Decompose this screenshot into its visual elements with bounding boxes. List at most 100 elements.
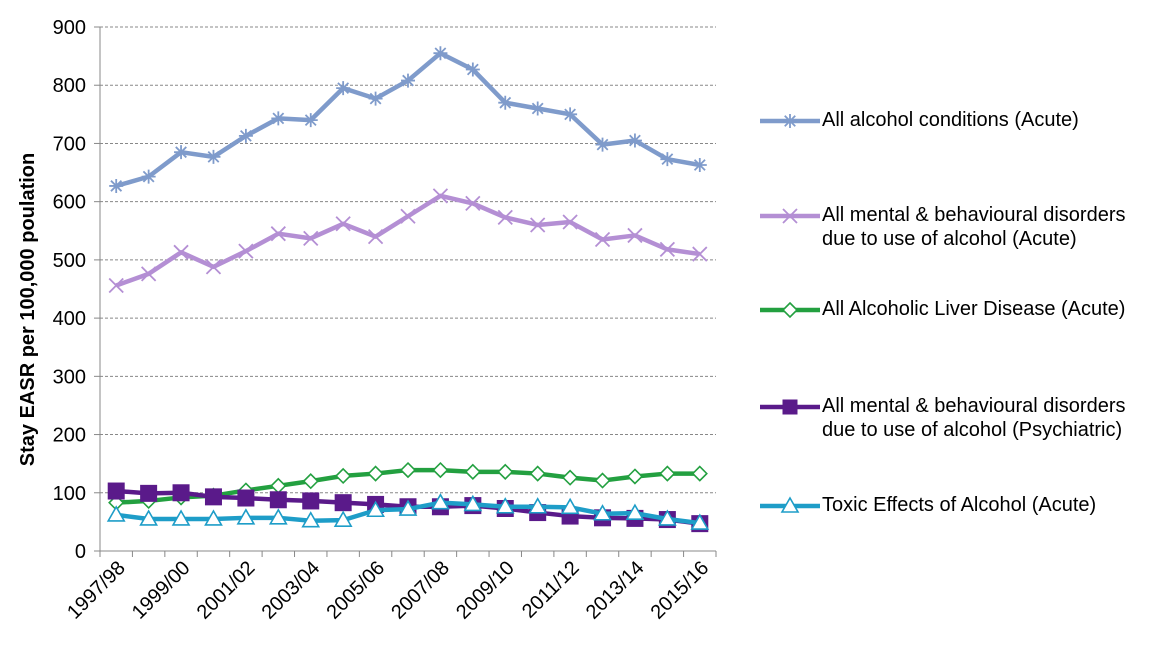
y-tick-label: 0 xyxy=(75,541,86,563)
data-point xyxy=(692,246,708,262)
data-point xyxy=(563,107,578,122)
data-point xyxy=(433,46,448,61)
legend-marker xyxy=(782,208,798,224)
data-point xyxy=(269,491,287,509)
series-line xyxy=(115,193,701,288)
data-point xyxy=(303,113,318,128)
data-point xyxy=(561,469,579,486)
data-point xyxy=(659,241,676,258)
legend-marker xyxy=(782,399,798,415)
y-tick-label: 700 xyxy=(53,133,86,155)
data-point xyxy=(205,259,222,275)
legend-swatch xyxy=(760,399,820,415)
x-tick-label: 2003/04 xyxy=(258,557,325,624)
x-tick-label: 2005/06 xyxy=(322,557,389,624)
data-point xyxy=(270,477,287,494)
y-axis-label: Stay EASR per 100,000 poulation xyxy=(16,152,39,466)
x-tick-label: 2009/10 xyxy=(452,557,519,624)
series-0 xyxy=(109,46,707,193)
data-point xyxy=(400,208,416,224)
x-tick-label: 1999/00 xyxy=(128,557,195,624)
data-point xyxy=(204,488,222,506)
x-tick-label: 2015/16 xyxy=(647,557,714,624)
data-point xyxy=(204,509,223,526)
data-point xyxy=(174,145,189,160)
data-point xyxy=(464,463,481,480)
series-4 xyxy=(106,493,710,530)
legend-item: All mental & behavioural disorders due t… xyxy=(758,203,1152,251)
legend-item: Toxic Effects of Alcohol (Acute) xyxy=(758,493,1152,519)
data-point xyxy=(495,497,515,514)
data-point xyxy=(560,497,580,515)
legend-marker xyxy=(783,114,797,128)
data-point xyxy=(172,484,190,502)
data-point xyxy=(594,472,611,489)
data-point xyxy=(660,152,675,167)
y-tick-label: 300 xyxy=(53,366,86,388)
data-point xyxy=(140,484,158,502)
data-point xyxy=(626,468,644,485)
data-point xyxy=(171,509,191,526)
legend-item: All Alcoholic Liver Disease (Acute) xyxy=(758,297,1152,323)
legend-item: All mental & behavioural disorders due t… xyxy=(758,394,1152,442)
data-point xyxy=(268,508,288,525)
data-point xyxy=(270,226,286,242)
series-1 xyxy=(108,188,708,294)
y-tick-labels: 0 100 200 300 400 500 600 700 800 900 xyxy=(53,17,86,563)
data-point xyxy=(529,465,546,482)
data-point xyxy=(398,499,418,516)
data-point xyxy=(333,510,353,527)
data-point xyxy=(271,111,286,126)
legend-swatch xyxy=(760,496,820,513)
data-point xyxy=(399,461,417,479)
data-point xyxy=(139,509,159,526)
data-point xyxy=(432,461,449,479)
legend-label: All alcohol conditions (Acute) xyxy=(822,109,1079,131)
x-tick-label: 2011/12 xyxy=(518,557,584,623)
y-tick-label: 600 xyxy=(53,192,86,214)
data-point xyxy=(625,503,645,520)
data-point xyxy=(627,227,643,244)
series-group xyxy=(106,46,710,533)
series-line xyxy=(115,50,701,189)
data-point xyxy=(401,73,415,88)
data-point xyxy=(659,465,676,482)
data-point xyxy=(173,244,189,260)
data-point xyxy=(302,473,319,490)
x-tick-label: 2001/02 xyxy=(193,557,260,624)
y-tick-label: 200 xyxy=(53,425,86,447)
data-point xyxy=(562,214,578,230)
data-point xyxy=(692,157,707,172)
legend-marker xyxy=(780,496,800,513)
y-tick-label: 800 xyxy=(53,75,86,97)
data-point xyxy=(335,216,351,232)
legend-label: All mental & behavioural disorders due t… xyxy=(822,395,1126,441)
legend-swatch xyxy=(760,114,820,128)
data-point xyxy=(366,500,385,518)
data-point xyxy=(530,217,546,233)
data-point xyxy=(334,494,352,512)
data-point xyxy=(106,505,126,522)
legend-item: All alcohol conditions (Acute) xyxy=(758,108,1152,134)
legend-swatch xyxy=(760,208,820,224)
data-point xyxy=(238,243,254,259)
y-tick-label: 900 xyxy=(53,17,86,39)
y-tick-label: 100 xyxy=(53,483,86,505)
legend-marker xyxy=(781,301,799,319)
data-point xyxy=(335,467,352,485)
data-point xyxy=(594,231,611,248)
data-point xyxy=(368,91,383,106)
legend-label: Toxic Effects of Alcohol (Acute) xyxy=(822,494,1097,516)
y-tick-label: 400 xyxy=(53,308,86,330)
y-tick-label: 500 xyxy=(53,250,86,272)
data-point xyxy=(302,492,320,510)
data-point xyxy=(528,497,548,514)
data-point xyxy=(206,149,221,164)
data-point xyxy=(107,482,125,500)
data-point xyxy=(367,465,384,482)
data-point xyxy=(109,178,124,193)
data-point xyxy=(498,95,513,110)
legend-label: All Alcoholic Liver Disease (Acute) xyxy=(822,298,1126,320)
data-point xyxy=(657,509,677,526)
